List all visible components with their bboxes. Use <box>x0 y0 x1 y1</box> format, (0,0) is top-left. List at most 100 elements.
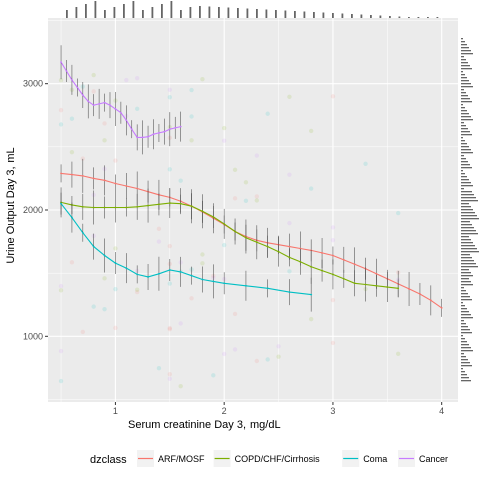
series-point <box>71 216 73 219</box>
series-point <box>152 133 155 136</box>
background-point <box>134 289 140 295</box>
right-marginal-bar <box>461 299 472 301</box>
series-point <box>277 250 280 253</box>
right-marginal-bar <box>461 239 471 241</box>
series-point <box>332 254 334 257</box>
background-point <box>134 287 140 292</box>
series-point <box>147 135 149 138</box>
right-marginal-bar <box>461 296 470 298</box>
background-point <box>265 357 270 362</box>
background-point <box>189 87 194 93</box>
right-marginal-bar <box>461 251 479 253</box>
right-marginal-bar <box>461 236 469 238</box>
right-marginal-bar <box>461 272 471 274</box>
series-point <box>81 205 84 208</box>
right-marginal-bar <box>461 200 478 202</box>
top-marginal-bar <box>94 1 97 18</box>
series-point <box>136 273 139 276</box>
right-marginal-bar <box>461 83 471 85</box>
right-marginal-bar <box>461 50 471 52</box>
background-point <box>69 149 75 155</box>
right-marginal-bar <box>461 254 470 256</box>
right-marginal-bar <box>461 74 465 76</box>
right-marginal-bar <box>461 353 464 355</box>
right-marginal-bar <box>461 257 472 259</box>
series-point <box>125 119 128 122</box>
right-marginal-bar <box>461 182 471 184</box>
series-point <box>81 231 84 234</box>
series-point <box>179 202 182 205</box>
right-marginal-bar <box>461 47 469 49</box>
right-marginal-bar <box>461 311 469 313</box>
series-point <box>179 270 182 273</box>
right-marginal-bar <box>461 155 464 157</box>
series-lines <box>60 45 443 317</box>
x-tick-label: 1 <box>113 406 118 416</box>
top-marginal-bar <box>275 10 277 18</box>
series-point <box>98 102 101 105</box>
right-marginal-bar <box>461 53 473 55</box>
series-point <box>234 230 236 233</box>
background-point <box>287 172 292 177</box>
background-point <box>395 210 401 216</box>
right-marginal-bar <box>461 290 466 292</box>
background-point <box>134 75 140 81</box>
background-point <box>167 371 173 377</box>
series-point <box>81 174 84 177</box>
series-point <box>201 278 204 281</box>
background-point <box>102 138 107 143</box>
background-point <box>58 378 64 384</box>
series-point <box>429 299 432 302</box>
top-marginal-bar <box>218 7 220 18</box>
right-marginal-bar <box>461 119 473 121</box>
x-axis-title: Serum creatinine Day 3, <box>128 419 246 431</box>
right-marginal-bar <box>461 203 469 205</box>
right-marginal-bar <box>461 122 464 124</box>
right-marginal-bar <box>461 185 473 187</box>
background-point <box>124 77 129 83</box>
y-tick-label: 1000 <box>23 331 43 341</box>
background-point <box>330 237 336 243</box>
legend-label: ARF/MOSF <box>158 454 205 464</box>
background-point <box>232 196 238 201</box>
series-line <box>60 201 399 289</box>
series-point <box>310 265 313 268</box>
series-point <box>190 205 193 208</box>
right-marginal-bar <box>461 188 464 190</box>
right-marginal-bar <box>461 356 466 358</box>
right-marginal-bar <box>461 215 477 217</box>
background-point <box>287 94 292 100</box>
right-marginal-bar <box>461 71 463 73</box>
top-marginal-bar <box>113 7 116 18</box>
legend-label: Cancer <box>419 454 448 464</box>
background-point <box>178 321 183 326</box>
background-point <box>221 351 227 357</box>
series-point <box>136 205 139 208</box>
series-point <box>397 287 400 290</box>
right-marginal-bar <box>461 275 473 277</box>
series-point <box>109 104 111 107</box>
right-marginal-bar <box>461 377 469 379</box>
background-point <box>200 261 205 266</box>
right-marginal-bar <box>461 62 468 64</box>
background-point <box>330 94 336 99</box>
top-marginal-bar <box>85 4 87 18</box>
background-point <box>113 158 118 163</box>
series-point <box>223 282 226 285</box>
x-tick-label: 4 <box>439 406 444 416</box>
background-point <box>189 138 194 143</box>
background-point <box>221 242 227 248</box>
background-point <box>330 225 336 230</box>
top-marginal-bar <box>142 10 144 18</box>
right-marginal-bar <box>461 110 467 112</box>
top-marginal-bar <box>66 10 68 18</box>
top-marginal-bar <box>170 1 173 18</box>
right-marginal-bar <box>461 341 467 343</box>
legend-label: Coma <box>363 454 387 464</box>
background-point <box>113 286 118 292</box>
background-point <box>102 276 107 281</box>
top-marginal-bar <box>151 7 154 18</box>
series-point <box>125 206 128 209</box>
legend-label: COPD/CHF/Cirrhosis <box>235 454 321 464</box>
series-point <box>92 245 95 248</box>
